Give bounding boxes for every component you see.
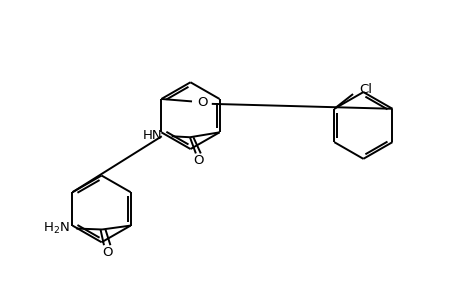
Text: Cl: Cl (358, 82, 372, 96)
Text: HN: HN (143, 129, 162, 142)
Text: O: O (102, 246, 112, 259)
Text: O: O (197, 96, 207, 110)
Text: O: O (193, 154, 204, 167)
Text: H$_2$N: H$_2$N (43, 221, 70, 236)
